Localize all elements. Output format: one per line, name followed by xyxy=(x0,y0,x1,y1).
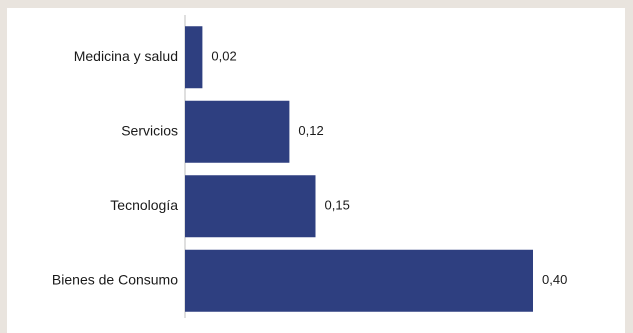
value-labels-group: 0,02 0,12 0,15 0,40 xyxy=(211,49,567,288)
category-label: Servicios xyxy=(121,122,178,138)
data-label: 0,02 xyxy=(211,49,236,64)
bar-2 xyxy=(185,100,290,163)
data-label: 0,15 xyxy=(325,198,350,213)
category-label: Tecnología xyxy=(110,197,178,213)
bar-3 xyxy=(185,175,316,238)
bar-1 xyxy=(185,26,203,89)
category-labels-group: Medicina y salud Servicios Tecnología Biene… xyxy=(52,48,178,288)
bar-4 xyxy=(185,249,533,312)
category-label: Bienes de Consumo xyxy=(52,271,178,287)
bars-group xyxy=(185,26,533,312)
data-label: 0,12 xyxy=(298,123,323,138)
data-label: 0,40 xyxy=(542,272,567,287)
category-label: Medicina y salud xyxy=(74,48,178,64)
